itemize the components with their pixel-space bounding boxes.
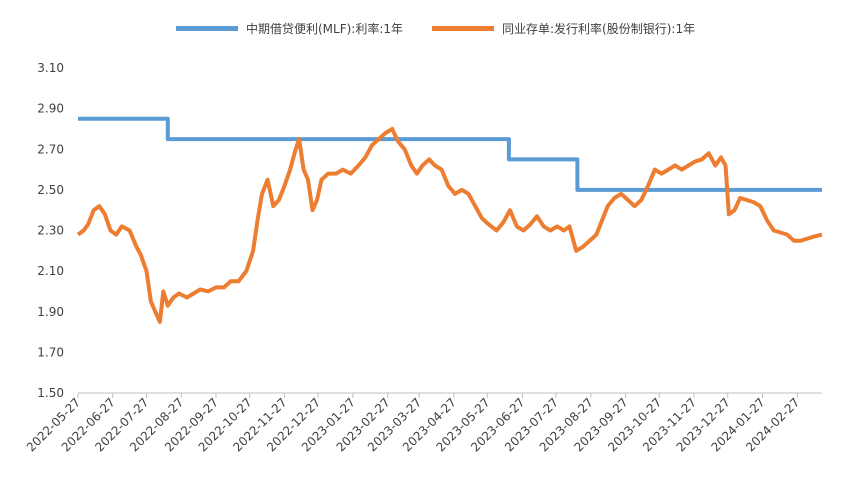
legend: 中期借贷便利(MLF):利率:1年 同业存单:发行利率(股份制银行):1年 bbox=[0, 18, 850, 38]
y-tick-label: 1.90 bbox=[37, 305, 64, 319]
y-tick-label: 2.50 bbox=[37, 183, 64, 197]
legend-label-ncd: 同业存单:发行利率(股份制银行):1年 bbox=[502, 21, 696, 36]
legend-label-mlf: 中期借贷便利(MLF):利率:1年 bbox=[246, 21, 404, 36]
legend-item-mlf: 中期借贷便利(MLF):利率:1年 bbox=[176, 18, 403, 38]
y-tick-label: 2.90 bbox=[37, 102, 64, 116]
series-layer bbox=[76, 116, 823, 324]
y-tick-label: 1.50 bbox=[37, 386, 64, 400]
y-tick-label: 2.30 bbox=[37, 224, 64, 238]
y-tick-label: 2.70 bbox=[37, 142, 64, 156]
y-axis-ticks: 1.50 1.70 1.90 2.10 2.30 2.50 2.70 2.90 3.10 bbox=[37, 61, 64, 400]
legend-swatch-ncd bbox=[432, 25, 494, 31]
y-tick-label: 2.10 bbox=[37, 264, 64, 278]
legend-swatch-mlf bbox=[176, 25, 238, 31]
x-axis-ticks: 2022-05-272022-06-272022-07-272022-08-27… bbox=[24, 393, 802, 454]
legend-item-ncd: 同业存单:发行利率(股份制银行):1年 bbox=[432, 18, 695, 38]
series-line-ncd bbox=[76, 126, 823, 324]
series-line-mlf bbox=[78, 116, 822, 192]
y-tick-label: 3.10 bbox=[37, 61, 64, 75]
y-tick-label: 1.70 bbox=[37, 345, 64, 359]
